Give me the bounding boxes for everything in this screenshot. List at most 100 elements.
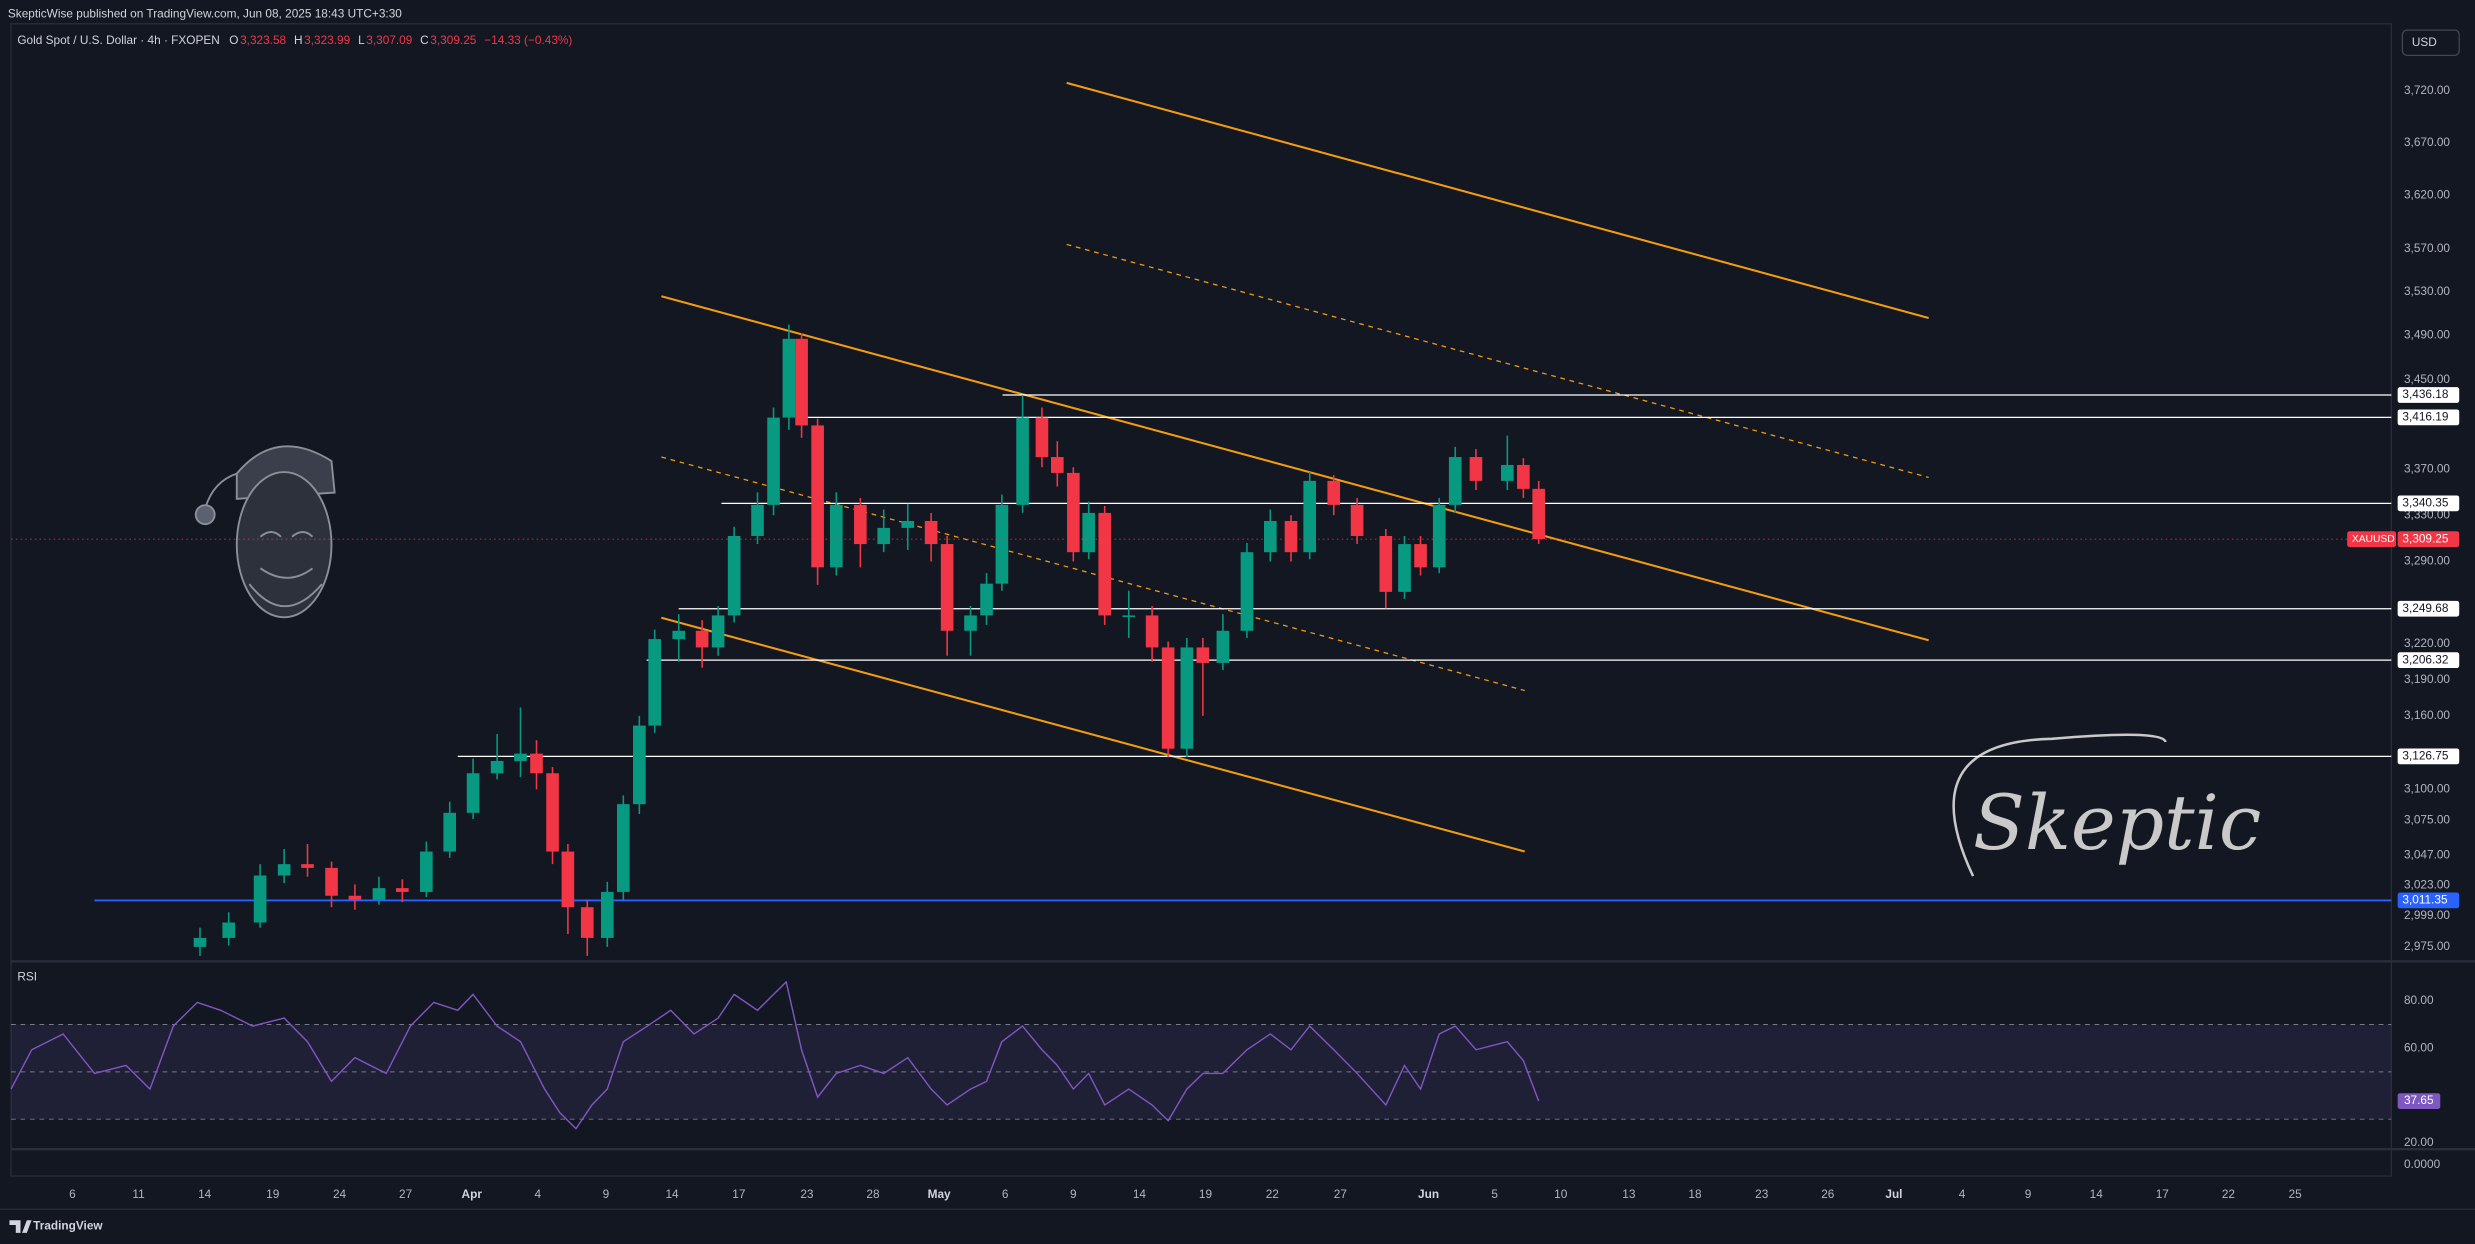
symbol-tag-label: XAUUSD: [2352, 534, 2395, 545]
x-tick-label: 11: [132, 1187, 144, 1201]
candle-body: [1263, 520, 1277, 553]
candle-body: [672, 630, 686, 640]
candle-body: [767, 417, 780, 505]
candle-body: [711, 615, 725, 648]
candle-body: [940, 544, 954, 631]
candle-body: [1448, 457, 1462, 505]
candle-body: [490, 760, 504, 774]
x-tick-label: 22: [2222, 1187, 2235, 1201]
candle-body: [1067, 472, 1080, 553]
rsi-tick-label: 60.00: [2404, 1040, 2434, 1054]
ohlc-key: L: [358, 33, 365, 47]
x-tick-label: 9: [603, 1187, 610, 1201]
candle-body: [980, 583, 993, 616]
candle-body: [443, 812, 457, 852]
candle-body: [1469, 457, 1483, 481]
price-tag: [2397, 748, 2460, 765]
ohlc-value: 3,307.09: [366, 33, 412, 47]
y-tick-label: 3,570.00: [2404, 241, 2450, 255]
x-tick-label: 10: [1554, 1187, 1568, 1201]
y-tick-label: 3,075.00: [2404, 812, 2450, 826]
candle-body: [1327, 480, 1341, 505]
y-tick-label: 3,490.00: [2404, 328, 2450, 342]
price-tag: [2397, 495, 2460, 512]
rsi-tick-label: 80.00: [2404, 993, 2434, 1007]
candle-body: [1050, 457, 1064, 473]
candle-body: [1379, 535, 1393, 592]
x-tick-label: 13: [1622, 1187, 1636, 1201]
x-tick-label: 27: [1334, 1187, 1347, 1201]
y-tick-label: 2,975.00: [2404, 939, 2450, 953]
candle-body: [633, 725, 646, 805]
candle-body: [727, 535, 741, 616]
price-tag-label: 3,416.19: [2402, 409, 2448, 423]
candle-body: [924, 520, 938, 545]
price-tag-label: 3,340.35: [2402, 495, 2448, 509]
y-tick-label: 3,160.00: [2404, 708, 2450, 722]
candle-body: [1414, 544, 1427, 568]
x-tick-label: 14: [2090, 1187, 2104, 1201]
x-tick-label: Jul: [1885, 1187, 1902, 1201]
x-tick-label: 24: [333, 1187, 347, 1201]
x-tick-label: 27: [399, 1187, 412, 1201]
candle-body: [1240, 552, 1254, 631]
trend-line: [1066, 81, 1929, 319]
santa-avatar: [194, 445, 336, 619]
price-tag: [2397, 409, 2460, 426]
rsi-line: [10, 980, 1540, 1130]
x-tick-label: Jun: [1418, 1187, 1439, 1201]
trend-line: [661, 456, 1525, 692]
candle-body: [277, 864, 291, 876]
y-tick-label: 3,620.00: [2404, 188, 2450, 202]
candle-body: [580, 907, 594, 938]
candle-body: [964, 615, 977, 631]
candle-body: [1398, 544, 1411, 592]
x-tick-label: 14: [665, 1187, 679, 1201]
footer-brand: TradingView: [33, 1219, 103, 1233]
rsi-title: RSI: [17, 969, 37, 983]
candle-body: [372, 888, 386, 900]
x-tick-label: 5: [1491, 1187, 1498, 1201]
y-tick-label: 3,370.00: [2404, 462, 2450, 476]
x-tick-label: 9: [1070, 1187, 1077, 1201]
candle-body: [617, 804, 630, 892]
candle-body: [1216, 630, 1230, 663]
candle-body: [795, 338, 808, 426]
symbol-title: Gold Spot / U.S. Dollar · 4h · FXOPEN: [17, 33, 219, 47]
currency-button[interactable]: [2401, 29, 2460, 56]
x-tick-label: 28: [866, 1187, 880, 1201]
candle-body: [648, 639, 662, 726]
price-tag: [2397, 892, 2460, 909]
candle-body: [1082, 512, 1096, 553]
candle-body: [1016, 417, 1029, 505]
ohlc-value: 3,309.25: [430, 33, 476, 47]
price-tag: [2397, 531, 2460, 548]
x-tick-label: 19: [1199, 1187, 1213, 1201]
trend-line: [661, 295, 1929, 642]
y-tick-label: 3,220.00: [2404, 636, 2450, 650]
x-tick-label: May: [928, 1187, 951, 1201]
price-tag: [2397, 387, 2460, 403]
change-value: −14.33 (−0.43%): [484, 33, 572, 47]
x-tick-label: 25: [2289, 1187, 2303, 1201]
candle-body: [695, 630, 709, 648]
y-tick-label: 2,999.00: [2404, 908, 2450, 922]
price-tag: [2397, 600, 2460, 617]
ohlc-value: 3,323.58: [240, 33, 286, 47]
trend-line: [1066, 243, 1929, 479]
candle-body: [1035, 417, 1049, 458]
candle-body: [420, 851, 433, 892]
price-tag-label: 3,309.25: [2402, 531, 2448, 545]
candle-body: [1284, 520, 1298, 553]
y-tick-label: 3,290.00: [2404, 554, 2450, 568]
price-tag-label: 3,436.18: [2402, 387, 2448, 401]
x-tick-label: 6: [69, 1187, 76, 1201]
rsi-tag-label: 37.65: [2404, 1093, 2434, 1107]
x-tick-label: 26: [1821, 1187, 1835, 1201]
signature: Skeptic: [1973, 779, 2261, 867]
candle-body: [1122, 615, 1136, 617]
currency-label[interactable]: USD: [2412, 35, 2437, 49]
candle-body: [1098, 512, 1112, 616]
